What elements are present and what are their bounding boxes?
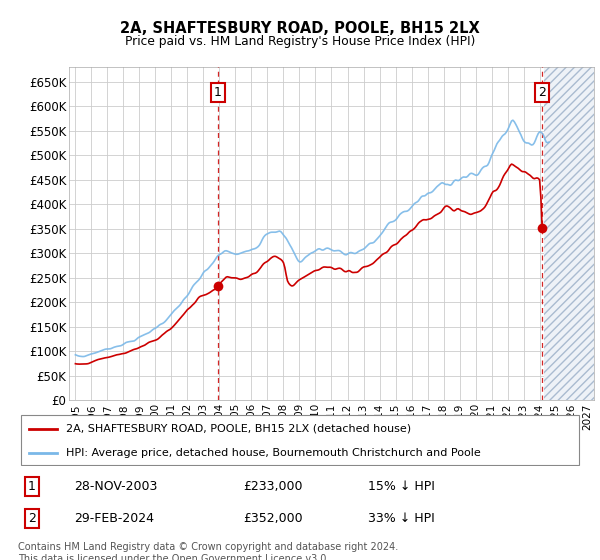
- Text: Contains HM Land Registry data © Crown copyright and database right 2024.
This d: Contains HM Land Registry data © Crown c…: [18, 542, 398, 560]
- Text: 1: 1: [28, 480, 36, 493]
- Text: 1: 1: [214, 86, 222, 99]
- Text: 2: 2: [538, 86, 546, 99]
- Text: £233,000: £233,000: [244, 480, 303, 493]
- Text: 2A, SHAFTESBURY ROAD, POOLE, BH15 2LX: 2A, SHAFTESBURY ROAD, POOLE, BH15 2LX: [120, 21, 480, 36]
- Text: HPI: Average price, detached house, Bournemouth Christchurch and Poole: HPI: Average price, detached house, Bour…: [66, 448, 481, 458]
- Text: 29-FEB-2024: 29-FEB-2024: [74, 512, 154, 525]
- Text: 33% ↓ HPI: 33% ↓ HPI: [368, 512, 434, 525]
- Text: £352,000: £352,000: [244, 512, 303, 525]
- Text: Price paid vs. HM Land Registry's House Price Index (HPI): Price paid vs. HM Land Registry's House …: [125, 35, 475, 48]
- Bar: [544, 67, 594, 400]
- Text: 28-NOV-2003: 28-NOV-2003: [74, 480, 158, 493]
- Text: 2: 2: [28, 512, 36, 525]
- Text: 2A, SHAFTESBURY ROAD, POOLE, BH15 2LX (detached house): 2A, SHAFTESBURY ROAD, POOLE, BH15 2LX (d…: [66, 424, 411, 434]
- Text: 15% ↓ HPI: 15% ↓ HPI: [368, 480, 434, 493]
- FancyBboxPatch shape: [21, 416, 579, 465]
